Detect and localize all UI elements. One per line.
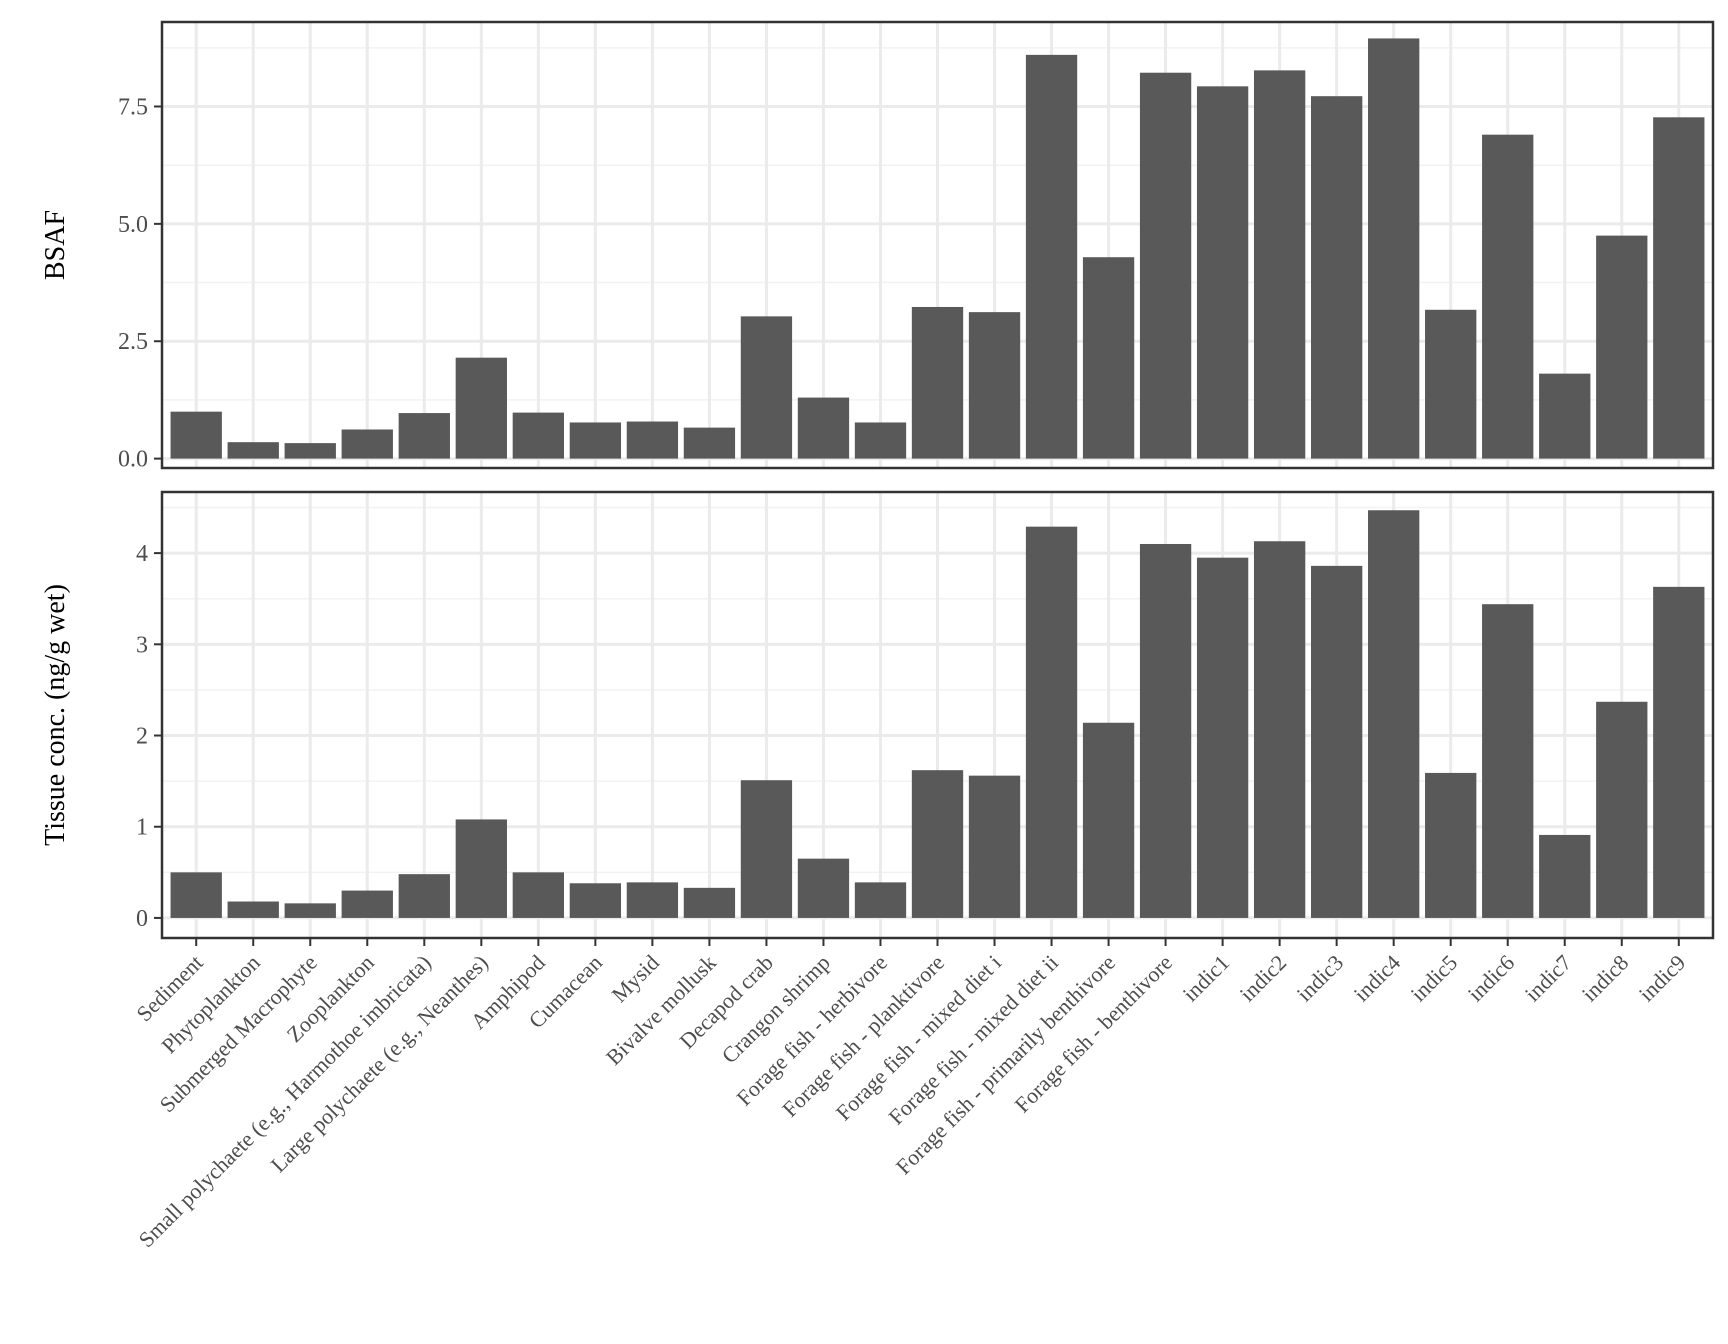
chart-panels: 0.0 2.5 5.0 7.5 BSAF 0 1 2 3 4 Tissue conc. (ng/g …: [40, 20, 1715, 940]
bar-15: [968, 775, 1021, 918]
bar-9: [626, 421, 679, 459]
bar-5: [398, 874, 450, 918]
x-tick-label: indic7: [1520, 950, 1577, 1007]
bar-1: [170, 411, 222, 459]
y-tick-label: 1: [136, 815, 148, 841]
bar-11: [740, 780, 793, 918]
bar-25: [1539, 373, 1591, 459]
bar-8: [569, 422, 622, 459]
bar-3: [284, 443, 336, 459]
y-axis-title: Tissue conc. (ng/g wet): [40, 584, 71, 846]
bar-13: [854, 882, 907, 918]
bar-20: [1253, 70, 1306, 459]
bar-11: [740, 316, 793, 459]
y-tick-label: 5.0: [118, 212, 148, 238]
bar-7: [512, 412, 565, 459]
bar-24: [1482, 134, 1534, 459]
bar-3: [284, 903, 336, 918]
bar-17: [1082, 257, 1135, 459]
bar-27: [1653, 117, 1705, 459]
bar-9: [626, 882, 679, 918]
bar-6: [455, 819, 507, 918]
bar-1: [170, 872, 222, 918]
bar-19: [1196, 86, 1249, 459]
bar-18: [1139, 543, 1192, 918]
bar-7: [512, 872, 565, 918]
bar-21: [1310, 565, 1363, 918]
y-tick-label: 3: [136, 632, 148, 658]
bar-4: [341, 890, 393, 918]
bar-16: [1025, 526, 1078, 918]
bar-2: [227, 442, 279, 459]
y-tick-label: 0: [136, 906, 148, 932]
bar-26: [1596, 235, 1648, 459]
x-tick-label: indic3: [1292, 950, 1349, 1007]
bar-5: [398, 413, 450, 459]
bar-25: [1539, 834, 1591, 918]
x-tick-label: indic4: [1349, 950, 1406, 1007]
y-tick-label: 2.5: [118, 329, 148, 355]
bar-18: [1139, 72, 1192, 459]
bar-27: [1653, 586, 1705, 918]
y-tick-label: 2: [136, 724, 148, 750]
bar-22: [1368, 510, 1420, 918]
bar-10: [683, 887, 736, 918]
x-tick-label: indic5: [1406, 950, 1463, 1007]
y-tick-label: 7.5: [118, 95, 148, 121]
bar-4: [341, 429, 393, 459]
bar-24: [1482, 604, 1534, 918]
x-tick-label: indic1: [1178, 950, 1235, 1007]
bar-23: [1425, 772, 1477, 918]
x-tick-label: indic6: [1463, 950, 1520, 1007]
panel-1: 0.0 2.5 5.0 7.5 BSAF: [40, 20, 1715, 473]
y-tick-label: 4: [136, 541, 148, 567]
bar-17: [1082, 722, 1135, 918]
bar-19: [1196, 557, 1249, 918]
bar-12: [797, 397, 850, 459]
bar-20: [1253, 541, 1306, 918]
bar-10: [683, 427, 736, 459]
panel-border: [160, 20, 1715, 470]
bar-2: [227, 901, 279, 918]
bar-22: [1368, 38, 1420, 459]
bar-6: [455, 357, 507, 459]
panel-2: 0 1 2 3 4 Tissue conc. (ng/g wet): [40, 490, 1715, 940]
x-tick-label: indic8: [1577, 950, 1634, 1007]
bar-16: [1025, 54, 1078, 459]
bar-15: [968, 312, 1021, 459]
x-tick-label: indic9: [1634, 950, 1691, 1007]
bar-13: [854, 422, 907, 459]
bar-14: [911, 306, 964, 459]
y-axis-title: BSAF: [40, 210, 71, 280]
bar-23: [1425, 309, 1477, 459]
bar-21: [1310, 96, 1363, 459]
bar-8: [569, 883, 622, 918]
bar-12: [797, 858, 850, 918]
bar-26: [1596, 701, 1648, 918]
x-tick-label: indic2: [1235, 950, 1292, 1007]
bar-14: [911, 770, 964, 918]
y-tick-label: 0.0: [118, 447, 148, 473]
